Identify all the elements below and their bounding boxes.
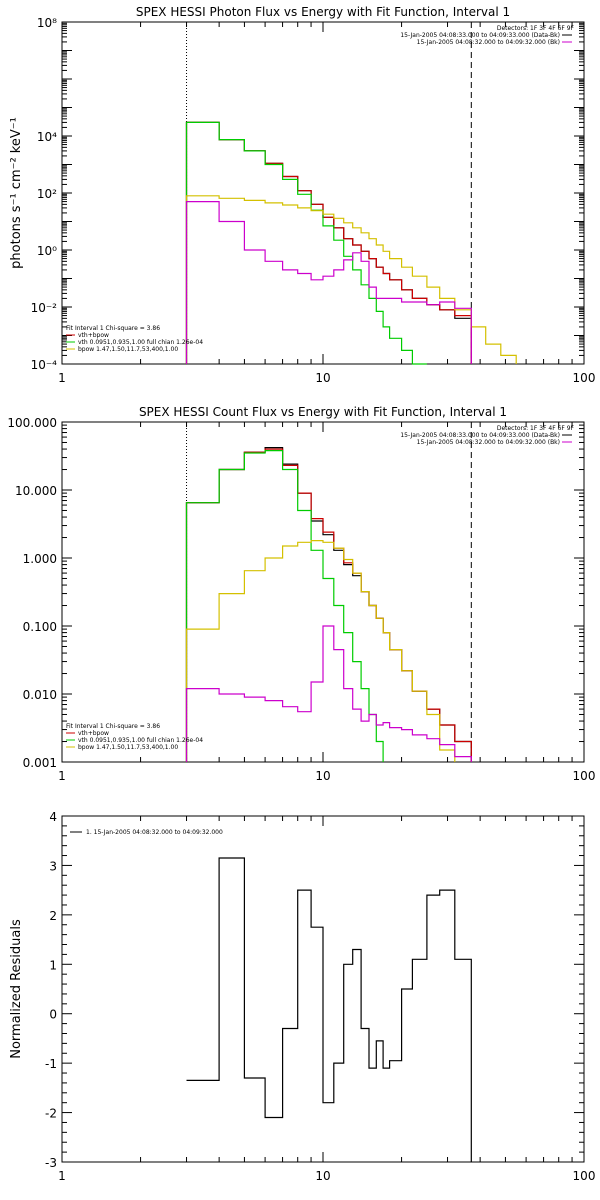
y-tick-label: 0.100 xyxy=(23,620,57,634)
residual-legend-label: 1. 15-Jan-2005 04:08:32.000 to 04:09:32.… xyxy=(86,829,223,836)
series-data xyxy=(186,857,472,1162)
y-tick-label: -3 xyxy=(45,1156,57,1170)
fit-powerlaw-label: bpow 1.47,1.50,11.7,53,400,1.00 xyxy=(78,346,178,353)
x-tick-label: 1 xyxy=(58,1169,66,1183)
y-tick-label: 10.000 xyxy=(15,484,57,498)
plot-frame xyxy=(61,421,585,763)
series-background xyxy=(185,201,472,364)
x-tick-label: 10 xyxy=(315,769,330,783)
y-tick-label: 3 xyxy=(49,859,57,873)
y-tick-label: 10⁸ xyxy=(37,16,57,30)
y-axis-label: Normalized Residuals xyxy=(9,919,24,1059)
fit-powerlaw-label: bpow 1.47,1.50,11.7,53,400,1.00 xyxy=(78,744,178,751)
series-thermal xyxy=(185,121,427,365)
series-background xyxy=(185,625,472,762)
fit-chisq-label: Fit Interval 1 Chi-square = 3.86 xyxy=(66,723,160,730)
fit-thermal-label: vth 0.0951,0.935,1.00 full chian 1.26e-0… xyxy=(78,339,203,346)
detectors-label: Detectors: 1F 3F 4F 6F 9F xyxy=(497,25,575,32)
y-tick-label: 1 xyxy=(49,958,57,972)
chart-title: SPEX HESSI Count Flux vs Energy with Fit… xyxy=(139,405,507,419)
fit-total-label: vth+bpow xyxy=(78,730,109,737)
bk-interval-label: 15-Jan-2005 04:08:32.000 to 04:09:32.000… xyxy=(417,439,560,446)
chart-panel-3: 1 10 100 -3 -2 -1 0 1 2 3 4 Normalized Residuals 1. … xyxy=(9,810,595,1183)
y-tick-label: 0 xyxy=(49,1008,57,1022)
series-data xyxy=(185,121,472,364)
detectors-label: Detectors: 1F 3F 4F 6F 9F xyxy=(497,425,575,432)
series-total xyxy=(185,121,472,364)
y-tick-label: 0.010 xyxy=(23,688,57,702)
x-tick-label: 1 xyxy=(58,371,66,385)
y-tick-label: 10⁻⁴ xyxy=(31,358,58,372)
bk-interval-label: 15-Jan-2005 04:08:32.000 to 04:09:32.000… xyxy=(417,39,560,46)
x-tick-label: 10 xyxy=(315,371,330,385)
y-tick-label: 10⁻² xyxy=(31,301,58,315)
fit-thermal-label: vth 0.0951,0.935,1.00 full chian 1.26e-0… xyxy=(78,737,203,744)
y-tick-label: -1 xyxy=(45,1057,57,1071)
series-powerlaw xyxy=(185,540,456,762)
series-thermal xyxy=(185,450,384,762)
x-tick-label: 100 xyxy=(573,769,596,783)
x-tick-label: 100 xyxy=(573,1169,596,1183)
y-tick-label: 10⁰ xyxy=(37,244,57,258)
chart-panel-1: SPEX HESSI Photon Flux vs Energy with Fi… xyxy=(9,5,595,385)
y-tick-label: -2 xyxy=(45,1107,57,1121)
y-tick-label: 4 xyxy=(49,810,57,824)
fit-total-label: vth+bpow xyxy=(78,332,109,339)
y-tick-label: 0.001 xyxy=(23,756,57,770)
chart-panel-2: SPEX HESSI Count Flux vs Energy with Fit… xyxy=(7,405,595,783)
y-tick-label: 10⁴ xyxy=(37,130,57,144)
plot-frame xyxy=(61,21,585,365)
data-interval-label: 15-Jan-2005 04:08:33.000 to 04:09:33.000… xyxy=(400,32,560,39)
fit-chisq-label: Fit Interval 1 Chi-square = 3.86 xyxy=(66,325,160,332)
y-tick-label: 100.000 xyxy=(7,416,57,430)
x-tick-label: 10 xyxy=(315,1169,330,1183)
y-axis-label: photons s⁻¹ cm⁻² keV⁻¹ xyxy=(9,117,24,269)
chart-title: SPEX HESSI Photon Flux vs Energy with Fi… xyxy=(136,5,510,19)
y-tick-label: 2 xyxy=(49,909,57,923)
x-tick-label: 1 xyxy=(58,769,66,783)
data-interval-label: 15-Jan-2005 04:08:33.000 to 04:09:33.000… xyxy=(400,432,560,439)
x-tick-label: 100 xyxy=(573,371,596,385)
y-tick-label: 1.000 xyxy=(23,552,57,566)
y-tick-label: 10² xyxy=(37,187,57,201)
